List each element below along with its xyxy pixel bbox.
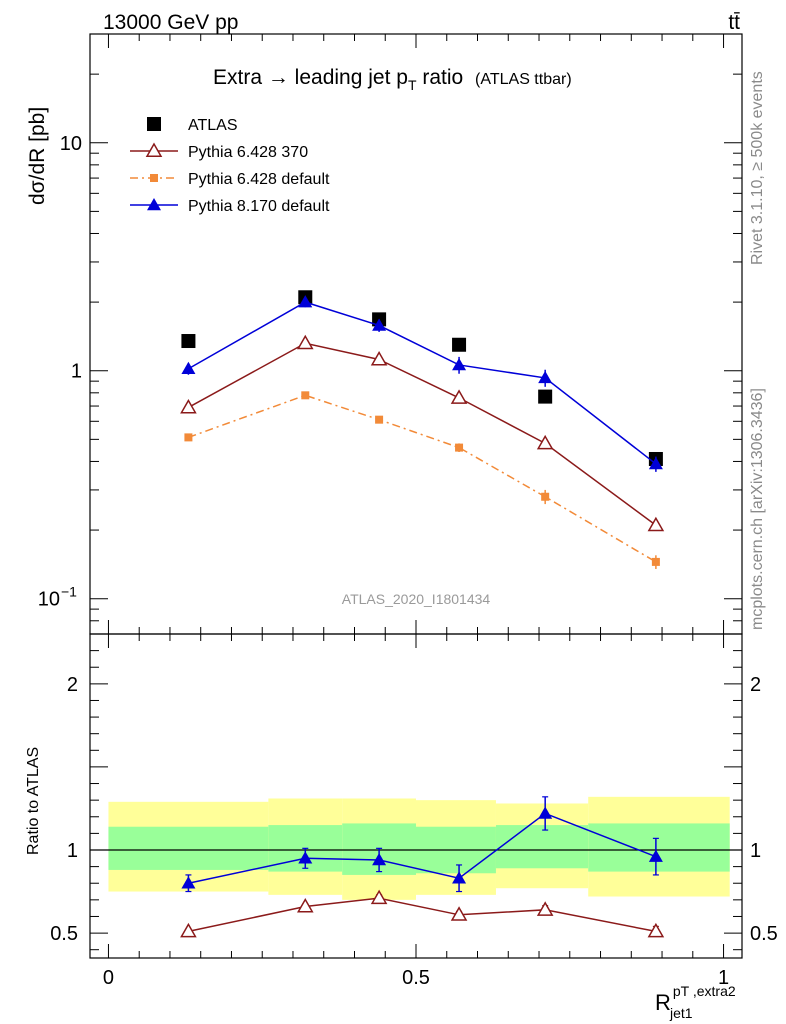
data-point	[538, 370, 553, 384]
data-point	[181, 361, 196, 375]
uncertainty-band-inner	[588, 823, 730, 872]
legend-label: ATLAS	[188, 117, 238, 134]
legend-label: Pythia 6.428 default	[188, 171, 330, 188]
ratio-y-tick-label-right: 1	[750, 840, 761, 862]
legend-marker	[145, 142, 163, 157]
ratio-y-tick-label-right: 0.5	[750, 923, 778, 945]
data-point	[538, 389, 553, 404]
ratio-y-axis-label: Ratio to ATLAS	[25, 747, 42, 855]
ratio-y-tick-label: 0.5	[50, 923, 78, 945]
series-line	[188, 394, 657, 563]
ratio-line	[188, 897, 657, 933]
ratio-point	[181, 876, 196, 889]
legend-marker	[147, 198, 161, 211]
data-point	[452, 357, 467, 371]
x-tick-label: 1	[718, 967, 729, 989]
ratio-point	[452, 871, 467, 884]
ratio-series-0	[180, 889, 665, 938]
y-tick-label: 10	[38, 589, 60, 611]
data-point	[541, 492, 550, 501]
data-point	[298, 295, 313, 308]
series-1	[180, 334, 665, 532]
ratio-y-tick-label: 2	[67, 674, 78, 696]
data-point	[536, 434, 554, 450]
legend-marker	[150, 174, 158, 182]
ratio-point	[648, 849, 663, 862]
legend-entry: Pythia 8.170 default	[130, 198, 330, 215]
data-point	[450, 389, 468, 404]
data-point	[370, 350, 388, 366]
ratio-point	[450, 906, 468, 921]
y-tick-label: 1	[71, 361, 82, 383]
chart-title: Extra → leading jet pT ratio (ATLAS ttba…	[213, 66, 572, 93]
ratio-series-1	[181, 796, 663, 893]
data-point	[301, 391, 310, 400]
ratio-point	[647, 922, 665, 938]
data-point	[455, 443, 464, 452]
data-point	[452, 337, 467, 352]
series-line	[188, 342, 657, 526]
legend-entry: Pythia 6.428 default	[130, 171, 330, 188]
data-point	[372, 318, 387, 331]
legend-label: Pythia 8.170 default	[188, 198, 330, 215]
data-point	[181, 334, 196, 349]
ratio-point	[538, 806, 553, 819]
series-line	[188, 301, 657, 465]
analysis-watermark: ATLAS_2020_I1801434	[342, 591, 491, 607]
mcplots-label: mcplots.cern.ch [arXiv:1306.3436]	[749, 388, 766, 630]
ratio-point	[536, 901, 554, 916]
data-point	[651, 557, 660, 566]
ratio-point	[372, 852, 387, 866]
data-point	[375, 415, 384, 424]
collision-label: 13000 GeV pp	[103, 11, 238, 34]
data-point	[647, 516, 665, 532]
uncertainty-band-inner	[495, 825, 589, 869]
main-y-axis-label: dσ/dR [pb]	[26, 107, 49, 205]
ratio-point	[296, 897, 314, 913]
legend-entry: Pythia 6.428 370	[130, 142, 308, 161]
rivet-version-label: Rivet 3.1.10, ≥ 500k events	[749, 71, 766, 265]
series-3	[181, 295, 663, 472]
data-point	[648, 456, 663, 470]
y-tick-label: 10	[60, 133, 82, 155]
x-tick-label: 0.5	[402, 967, 430, 989]
ratio-panel: 0 0.5 1 0.5 0.5 1 1 2 2	[50, 633, 778, 989]
series-0	[181, 290, 663, 466]
uncertainty-band-inner	[108, 826, 269, 870]
data-point	[184, 433, 193, 442]
legend: ATLAS Pythia 6.428 370 Pythia 6.428 defaul…	[130, 117, 330, 215]
legend-marker	[147, 117, 161, 131]
ratio-frame	[89, 633, 743, 959]
ratio-y-tick-label: 1	[67, 840, 78, 862]
ratio-point	[370, 889, 388, 905]
legend-label: Pythia 6.428 370	[188, 144, 308, 161]
data-point	[180, 398, 197, 414]
legend-entry: ATLAS	[147, 117, 238, 134]
ratio-point	[298, 851, 313, 864]
series-2	[184, 391, 660, 569]
process-label: tt̄	[728, 11, 740, 34]
ratio-line	[188, 812, 657, 884]
ratio-point	[180, 922, 197, 938]
y-tick-label-exponent: −1	[61, 584, 77, 600]
data-point	[296, 334, 314, 350]
x-tick-label: 0	[103, 967, 114, 989]
ratio-y-tick-label-right: 2	[750, 674, 761, 696]
x-axis-label-subscript: jet1	[669, 1005, 693, 1021]
